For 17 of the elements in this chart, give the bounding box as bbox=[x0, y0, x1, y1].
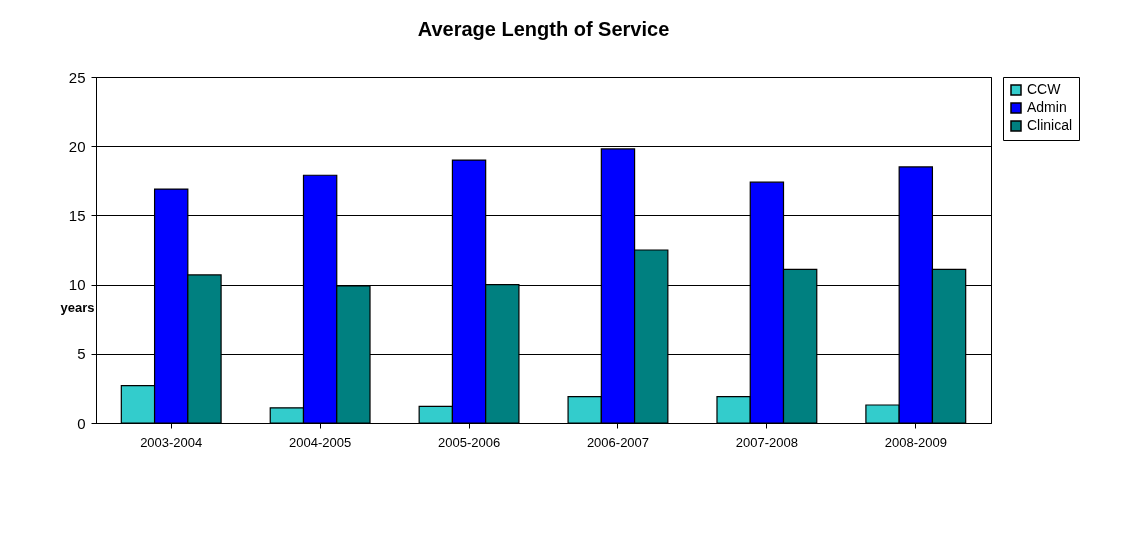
legend-label: Clinical bbox=[1027, 117, 1073, 133]
y-tick-label: 0 bbox=[77, 414, 86, 432]
x-tick-label: 2003-2004 bbox=[140, 434, 203, 450]
legend-label: Admin bbox=[1027, 99, 1067, 115]
y-tick-label: 10 bbox=[68, 276, 86, 294]
y-axis-title: years bbox=[60, 299, 95, 315]
x-tick-label: 2007-2008 bbox=[735, 434, 798, 450]
y-tick-label: 5 bbox=[77, 345, 86, 363]
chart-title: Average Length of Service bbox=[417, 18, 670, 40]
y-tick-label: 25 bbox=[68, 68, 86, 86]
x-tick-label: 2005-2006 bbox=[437, 434, 501, 450]
x-tick-label: 2004-2005 bbox=[289, 434, 352, 450]
x-tick-label: 2008-2009 bbox=[884, 434, 947, 450]
x-tick-label: 2006-2007 bbox=[586, 434, 650, 450]
y-tick-label: 20 bbox=[68, 137, 86, 155]
legend-label: CCW bbox=[1027, 81, 1062, 97]
y-tick-label: 15 bbox=[68, 206, 86, 224]
